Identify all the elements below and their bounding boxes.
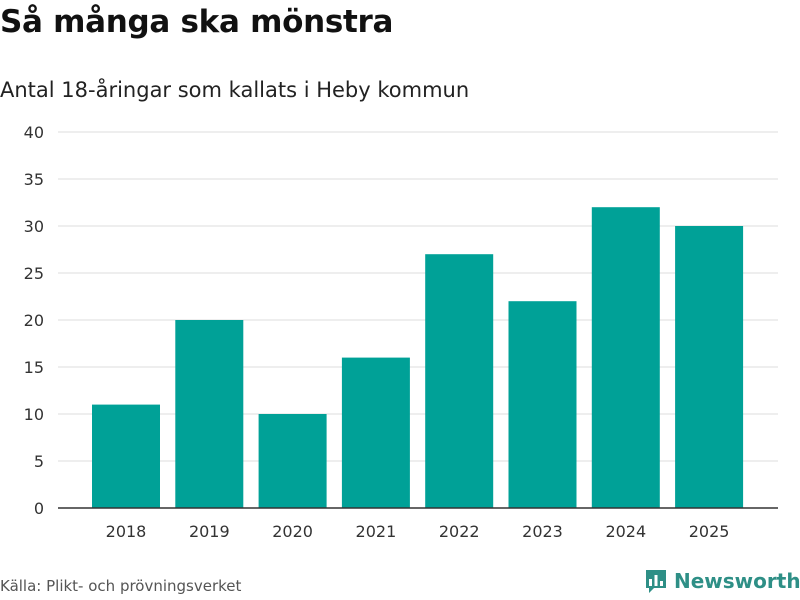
x-tick-label: 2021 bbox=[356, 522, 397, 541]
bar-2019 bbox=[175, 320, 244, 508]
y-axis-ticks: 0 5 10 15 20 25 30 35 40 bbox=[24, 123, 44, 518]
gridlines bbox=[58, 131, 778, 462]
chart-title: Så många ska mönstra bbox=[0, 4, 394, 40]
bar-2023 bbox=[508, 301, 577, 508]
chart-subtitle: Antal 18-åringar som kallats i Heby komm… bbox=[0, 78, 470, 102]
x-tick-label: 2022 bbox=[439, 522, 480, 541]
x-tick-label: 2025 bbox=[689, 522, 730, 541]
y-tick-label: 0 bbox=[34, 499, 44, 518]
y-tick-label: 5 bbox=[34, 452, 44, 471]
y-tick-label: 40 bbox=[24, 123, 44, 142]
x-tick-label: 2020 bbox=[272, 522, 313, 541]
x-axis-ticks: 2018 2019 2020 2021 2022 2023 2024 2025 bbox=[106, 522, 730, 541]
x-tick-label: 2024 bbox=[605, 522, 646, 541]
y-tick-label: 10 bbox=[24, 405, 44, 424]
bar-2025 bbox=[675, 226, 744, 508]
source-note: Källa: Plikt- och prövningsverket bbox=[0, 577, 242, 595]
x-tick-label: 2018 bbox=[106, 522, 147, 541]
y-tick-label: 30 bbox=[24, 217, 44, 236]
y-tick-label: 35 bbox=[24, 170, 44, 189]
bar-2024 bbox=[591, 207, 660, 508]
brand-name: Newsworthy bbox=[674, 569, 800, 593]
bar-2018 bbox=[92, 404, 160, 508]
y-tick-label: 15 bbox=[24, 358, 44, 377]
x-tick-label: 2023 bbox=[522, 522, 563, 541]
bar-chart-logo-icon bbox=[646, 570, 666, 593]
bar-2022 bbox=[425, 254, 494, 508]
brand-logo: Newsworthy bbox=[644, 568, 800, 594]
y-tick-label: 25 bbox=[24, 264, 44, 283]
x-tick-label: 2019 bbox=[189, 522, 230, 541]
bar-2021 bbox=[341, 357, 410, 508]
bars bbox=[92, 207, 744, 508]
y-tick-label: 20 bbox=[24, 311, 44, 330]
bar-2020 bbox=[258, 414, 327, 508]
